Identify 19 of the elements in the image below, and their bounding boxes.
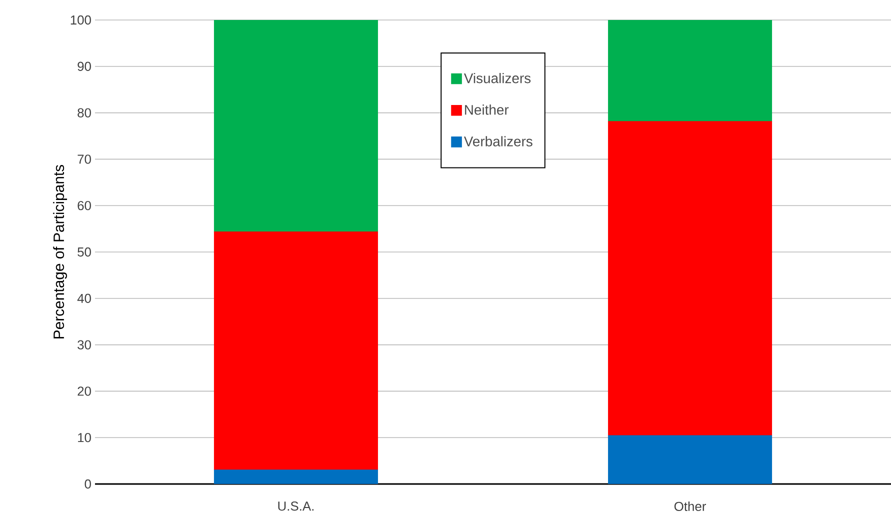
y-tick-label: 40 (77, 294, 91, 303)
y-tick-label: 60 (78, 201, 91, 210)
bar (214, 232, 378, 471)
y-tick-label: 20 (78, 386, 91, 396)
y-tick-label: 70 (78, 154, 91, 164)
y-tick-label: 80 (78, 108, 91, 118)
legend-label: Neither (465, 104, 509, 115)
bar (608, 121, 772, 436)
x-tick-label: Other (674, 502, 706, 512)
y-tick-label: 50 (78, 247, 91, 257)
x-tick-label: U.S.A. (278, 502, 314, 511)
legend-label: Verbalizers (464, 136, 532, 146)
y-axis-title: Percentage of Participants (53, 164, 68, 338)
y-tick-label: 90 (78, 62, 91, 71)
y-tick-label: 10 (78, 433, 91, 442)
y-tick-label: 30 (78, 340, 91, 350)
y-tick-label: 100 (70, 15, 91, 25)
y-tick-label: 0 (84, 479, 91, 489)
legend-label: Visualizers (464, 72, 531, 84)
